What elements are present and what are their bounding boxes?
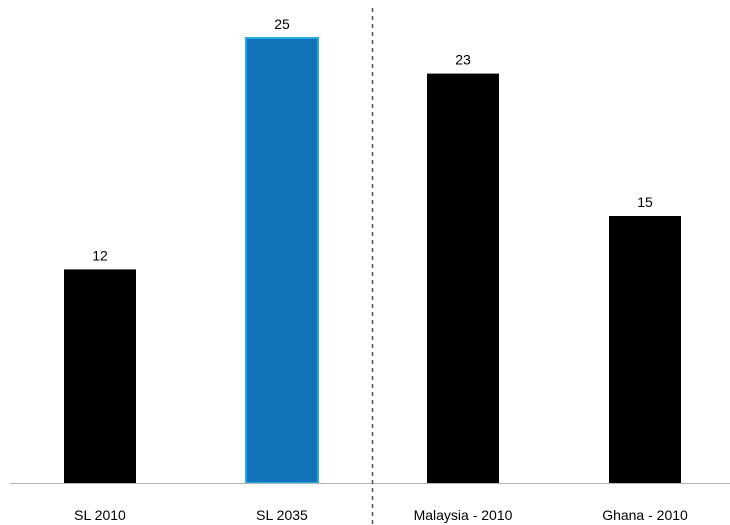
bar-2 xyxy=(427,73,499,483)
bar-3 xyxy=(609,216,681,483)
x-tick-label-1: SL 2035 xyxy=(256,507,308,523)
data-label-0: 12 xyxy=(92,247,108,263)
x-tick-label-3: Ghana - 2010 xyxy=(602,507,688,523)
data-labels-group: 12 25 23 15 xyxy=(92,16,653,263)
data-label-3: 15 xyxy=(637,194,653,210)
x-tick-label-0: SL 2010 xyxy=(74,507,126,523)
bars-group xyxy=(64,37,681,484)
data-label-2: 23 xyxy=(455,52,471,68)
x-tick-labels-group: SL 2010 SL 2035 Malaysia - 2010 Ghana - 201… xyxy=(74,507,688,523)
bar-0 xyxy=(64,269,136,483)
bar-1 xyxy=(245,37,319,484)
data-label-1: 25 xyxy=(274,16,290,32)
x-tick-label-2: Malaysia - 2010 xyxy=(414,507,513,523)
